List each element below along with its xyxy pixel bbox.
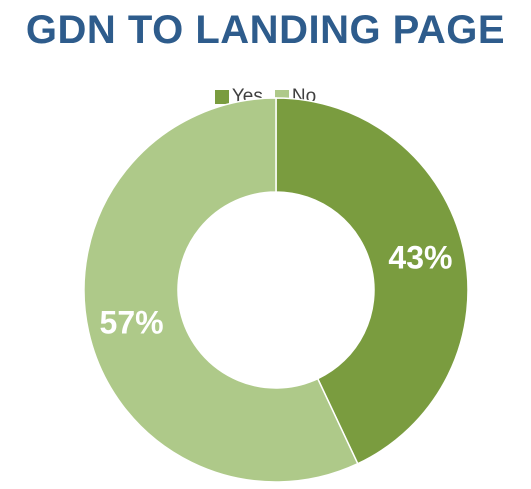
chart-title: GDN TO LANDING PAGE [25,8,506,52]
slice-yes [275,97,469,465]
legend-swatch-yes [214,90,229,104]
labels-group: 43% 57% [100,240,453,341]
slices-group [83,97,469,483]
data-label-no: 57% [100,304,164,340]
slice-no [83,97,359,483]
data-label-yes: 43% [388,240,452,276]
